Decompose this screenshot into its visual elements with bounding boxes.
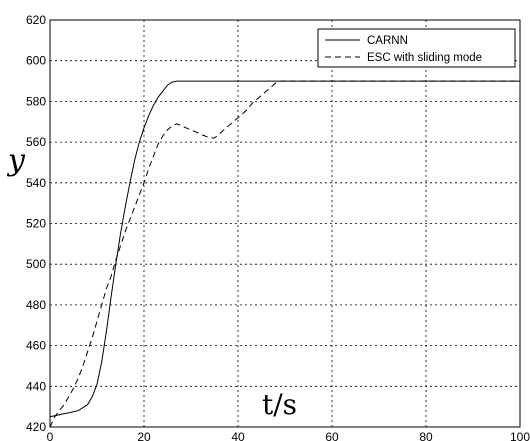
x-tick-label: 40 xyxy=(231,430,245,441)
y-tick-label: 520 xyxy=(26,217,46,231)
y-tick-label: 600 xyxy=(26,54,46,68)
legend-label-esc: ESC with sliding mode xyxy=(367,52,482,64)
series-line-carnn xyxy=(49,80,520,418)
y-tick-label: 420 xyxy=(26,420,46,434)
y-tick-label: 560 xyxy=(26,135,46,149)
x-tick-label: 60 xyxy=(325,430,339,441)
x-tick-label: 20 xyxy=(137,430,151,441)
series-layer xyxy=(49,80,520,428)
series-line-esc xyxy=(49,80,520,428)
x-axis-title: t/s xyxy=(262,388,297,421)
legend: CARNN ESC with sliding mode xyxy=(317,28,516,68)
tick-labels: 0 20 40 60 80 100 420 440 460 480 500 520 540 560 580 6… xyxy=(26,13,530,441)
legend-label-carnn: CARNN xyxy=(367,35,408,47)
y-tick-label: 620 xyxy=(26,13,46,27)
y-tick-label: 460 xyxy=(26,339,46,353)
legend-box xyxy=(317,28,516,68)
y-tick-label: 500 xyxy=(26,257,46,271)
y-tick-label: 540 xyxy=(26,176,46,190)
y-axis-title: y xyxy=(6,143,26,178)
x-tick-label: 80 xyxy=(419,430,433,441)
plot-frame xyxy=(49,19,521,428)
x-tick-label: 100 xyxy=(510,430,530,441)
y-tick-label: 480 xyxy=(26,298,46,312)
y-tick-label: 580 xyxy=(26,94,46,108)
x-tick-label: 0 xyxy=(47,430,54,441)
y-tick-label: 440 xyxy=(26,379,46,393)
